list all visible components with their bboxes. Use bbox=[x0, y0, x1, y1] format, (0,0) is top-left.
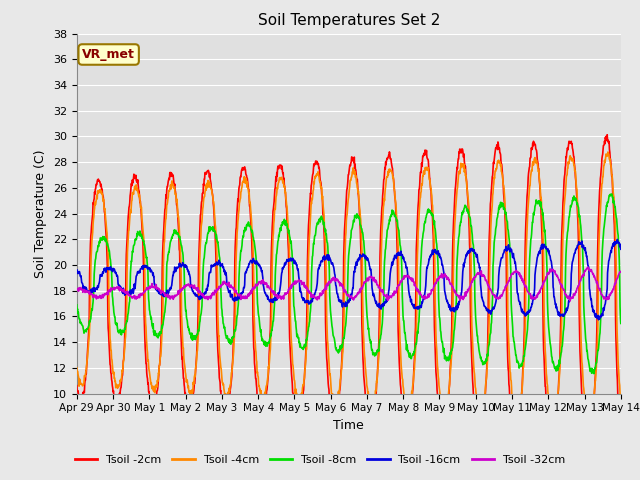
Tsoil -32cm bbox=[433, 276, 441, 282]
Line: Tsoil -32cm: Tsoil -32cm bbox=[77, 267, 621, 301]
Tsoil -32cm bbox=[617, 269, 625, 275]
Tsoil -32cm bbox=[194, 285, 202, 290]
Tsoil -2cm bbox=[553, 408, 561, 414]
Tsoil -8cm bbox=[617, 321, 625, 326]
Tsoil -4cm bbox=[604, 149, 612, 155]
Tsoil -8cm bbox=[590, 371, 598, 377]
Tsoil -32cm bbox=[255, 279, 262, 285]
Tsoil -4cm bbox=[586, 420, 594, 426]
Tsoil -2cm bbox=[433, 387, 441, 393]
Tsoil -16cm bbox=[73, 268, 81, 274]
Line: Tsoil -16cm: Tsoil -16cm bbox=[77, 240, 621, 320]
Tsoil -8cm bbox=[433, 247, 441, 252]
Tsoil -32cm bbox=[504, 279, 512, 285]
Tsoil -2cm bbox=[180, 385, 188, 391]
Tsoil -8cm bbox=[180, 285, 188, 290]
Tsoil -4cm bbox=[73, 365, 81, 371]
Tsoil -4cm bbox=[504, 326, 512, 332]
Tsoil -8cm bbox=[552, 368, 560, 374]
X-axis label: Time: Time bbox=[333, 419, 364, 432]
Line: Tsoil -4cm: Tsoil -4cm bbox=[77, 152, 621, 423]
Tsoil -2cm bbox=[504, 366, 512, 372]
Tsoil -8cm bbox=[73, 302, 81, 308]
Tsoil -4cm bbox=[180, 361, 188, 367]
Legend: Tsoil -2cm, Tsoil -4cm, Tsoil -8cm, Tsoil -16cm, Tsoil -32cm: Tsoil -2cm, Tsoil -4cm, Tsoil -8cm, Tsoi… bbox=[70, 451, 570, 469]
Tsoil -16cm bbox=[433, 249, 441, 254]
Tsoil -16cm bbox=[595, 317, 602, 323]
Tsoil -32cm bbox=[584, 264, 592, 270]
Tsoil -32cm bbox=[73, 286, 81, 292]
Tsoil -2cm bbox=[548, 442, 556, 447]
Tsoil -32cm bbox=[180, 285, 188, 290]
Tsoil -8cm bbox=[504, 227, 512, 233]
Tsoil -4cm bbox=[433, 356, 441, 362]
Tsoil -8cm bbox=[255, 312, 262, 318]
Tsoil -4cm bbox=[194, 339, 202, 345]
Tsoil -32cm bbox=[552, 272, 560, 278]
Tsoil -16cm bbox=[614, 237, 621, 242]
Tsoil -32cm bbox=[566, 298, 574, 304]
Tsoil -4cm bbox=[552, 405, 560, 410]
Tsoil -8cm bbox=[608, 191, 616, 197]
Tsoil -2cm bbox=[73, 383, 81, 388]
Tsoil -16cm bbox=[180, 264, 188, 270]
Tsoil -16cm bbox=[552, 305, 560, 311]
Tsoil -8cm bbox=[194, 331, 202, 337]
Tsoil -2cm bbox=[194, 325, 202, 331]
Y-axis label: Soil Temperature (C): Soil Temperature (C) bbox=[35, 149, 47, 278]
Line: Tsoil -8cm: Tsoil -8cm bbox=[77, 194, 621, 374]
Text: VR_met: VR_met bbox=[82, 48, 135, 61]
Tsoil -4cm bbox=[255, 383, 262, 389]
Tsoil -2cm bbox=[617, 424, 625, 430]
Tsoil -16cm bbox=[617, 246, 625, 252]
Tsoil -2cm bbox=[255, 401, 262, 407]
Tsoil -16cm bbox=[504, 244, 512, 250]
Line: Tsoil -2cm: Tsoil -2cm bbox=[77, 135, 621, 444]
Title: Soil Temperatures Set 2: Soil Temperatures Set 2 bbox=[258, 13, 440, 28]
Tsoil -2cm bbox=[604, 132, 611, 138]
Tsoil -4cm bbox=[617, 397, 625, 403]
Tsoil -16cm bbox=[194, 294, 202, 300]
Tsoil -16cm bbox=[255, 263, 262, 269]
